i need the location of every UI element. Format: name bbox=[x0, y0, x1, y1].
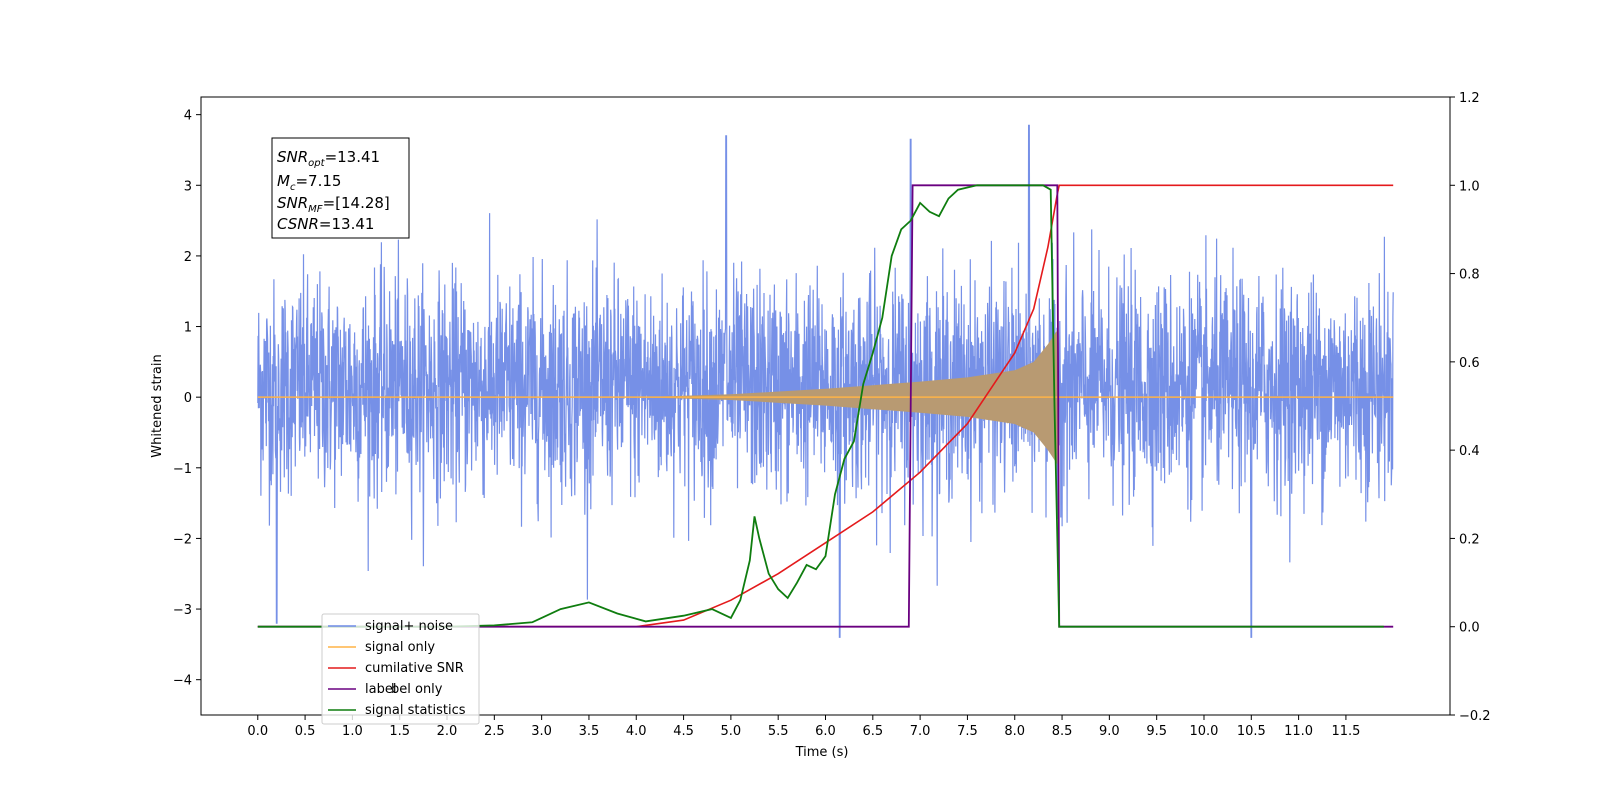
info-snr-opt-value: =13.41 bbox=[325, 148, 381, 166]
legend-hidden-fragment: bel only bbox=[391, 682, 443, 697]
info-snr-opt-subscript: opt bbox=[308, 158, 325, 169]
x-tick-label: 0.0 bbox=[247, 724, 268, 739]
y-tick-label: −2 bbox=[173, 532, 192, 547]
x-tick-label: 1.0 bbox=[342, 724, 363, 739]
x-tick-label: 11.0 bbox=[1284, 724, 1313, 739]
x-tick-label: 8.0 bbox=[1004, 724, 1025, 739]
legend-label-signal: signal only bbox=[365, 640, 435, 655]
y-tick-label: −1 bbox=[173, 462, 192, 477]
info-csnr-symbol: CSNR bbox=[277, 215, 319, 233]
info-snr-mf-symbol: SNR bbox=[277, 194, 308, 212]
x-tick-label: 6.5 bbox=[862, 724, 883, 739]
series-line-signal-plus-noise bbox=[257, 124, 1394, 638]
x-tick-label: 9.0 bbox=[1099, 724, 1120, 739]
legend-label-stats: signal statistics bbox=[365, 703, 466, 718]
y2-tick-label: 0.0 bbox=[1459, 621, 1480, 636]
y2-tick-label: 0.2 bbox=[1459, 532, 1480, 547]
info-snr-opt-symbol: SNR bbox=[277, 148, 308, 166]
info-box-frame bbox=[271, 137, 410, 239]
y2-tick-label: 0.4 bbox=[1459, 444, 1480, 459]
y-tick-label: 0 bbox=[184, 391, 192, 406]
y-tick-label: 3 bbox=[184, 179, 192, 194]
info-snr-mf-value: =[14.28] bbox=[323, 194, 390, 212]
x-tick-label: 10.5 bbox=[1237, 724, 1266, 739]
series-line-signal-statistics bbox=[257, 184, 1384, 628]
info-box: SNRopt=13.41 Mc=7.15 SNRMF=[14.28] CSNR=… bbox=[271, 137, 410, 239]
y2-tick-label: 0.8 bbox=[1459, 268, 1480, 283]
y2-tick-label: 0.6 bbox=[1459, 356, 1480, 371]
y-axis-left: 4 3 2 1 0 −1 −2 −3 −4 bbox=[173, 109, 201, 689]
info-snr-opt: SNRopt=13.41 bbox=[277, 148, 380, 169]
x-tick-label: 5.0 bbox=[721, 724, 742, 739]
x-tick-label: 0.5 bbox=[295, 724, 316, 739]
info-chirp-mass: Mc=7.15 bbox=[277, 172, 341, 193]
x-tick-label: 7.0 bbox=[910, 724, 931, 739]
x-tick-label: 3.0 bbox=[531, 724, 552, 739]
x-tick-label: 8.5 bbox=[1052, 724, 1073, 739]
y-tick-label: 2 bbox=[184, 250, 192, 265]
x-tick-label: 10.0 bbox=[1190, 724, 1219, 739]
info-chirp-mass-value: =7.15 bbox=[295, 172, 341, 190]
x-tick-label: 2.5 bbox=[484, 724, 505, 739]
x-tick-label: 2.0 bbox=[437, 724, 458, 739]
x-tick-label: 3.5 bbox=[579, 724, 600, 739]
x-tick-label: 4.0 bbox=[626, 724, 647, 739]
info-snr-mf-subscript: MF bbox=[308, 204, 323, 215]
x-tick-label: 7.5 bbox=[957, 724, 978, 739]
y-axis-right: 1.2 1.0 0.8 0.6 0.4 0.2 0.0 −0.2 bbox=[1450, 91, 1491, 724]
legend: signal+ noise signal only cumilative SNR… bbox=[321, 613, 480, 725]
info-csnr: CSNR=13.41 bbox=[277, 215, 374, 233]
x-tick-label: 6.0 bbox=[815, 724, 836, 739]
x-tick-label: 5.5 bbox=[768, 724, 789, 739]
noise-layer bbox=[257, 124, 1394, 638]
y-tick-label: 1 bbox=[184, 321, 192, 336]
signal-layer bbox=[257, 330, 1394, 465]
x-tick-label: 11.5 bbox=[1331, 724, 1360, 739]
x-tick-label: 1.5 bbox=[389, 724, 410, 739]
legend-frame bbox=[321, 613, 480, 725]
info-chirp-mass-subscript: c bbox=[290, 182, 296, 193]
x-tick-label: 9.5 bbox=[1146, 724, 1167, 739]
x-axis-label: Time (s) bbox=[795, 745, 849, 760]
y-tick-label: 4 bbox=[184, 109, 192, 124]
y-axis-label: Whitened strain bbox=[150, 354, 165, 457]
y2-tick-label: 1.0 bbox=[1459, 179, 1480, 194]
info-chirp-mass-symbol: M bbox=[277, 172, 290, 190]
x-axis: 0.0 0.5 1.0 1.5 2.0 2.5 3.0 3.5 4.0 4.5 5.0 5.5 6.0 6… bbox=[247, 715, 1360, 739]
y2-tick-label: −0.2 bbox=[1459, 709, 1491, 724]
y-tick-label: −4 bbox=[173, 674, 192, 689]
legend-label-noise: signal+ noise bbox=[365, 619, 453, 634]
y-tick-label: −3 bbox=[173, 603, 192, 618]
info-csnr-value: =13.41 bbox=[319, 215, 375, 233]
info-snr-mf: SNRMF=[14.28] bbox=[277, 194, 390, 215]
x-tick-label: 4.5 bbox=[673, 724, 694, 739]
legend-label-snr: cumilative SNR bbox=[365, 661, 464, 676]
legend-label-label: label bbox=[365, 682, 396, 697]
series-line-cumulative-snr bbox=[257, 184, 1394, 628]
y2-tick-label: 1.2 bbox=[1459, 91, 1480, 106]
